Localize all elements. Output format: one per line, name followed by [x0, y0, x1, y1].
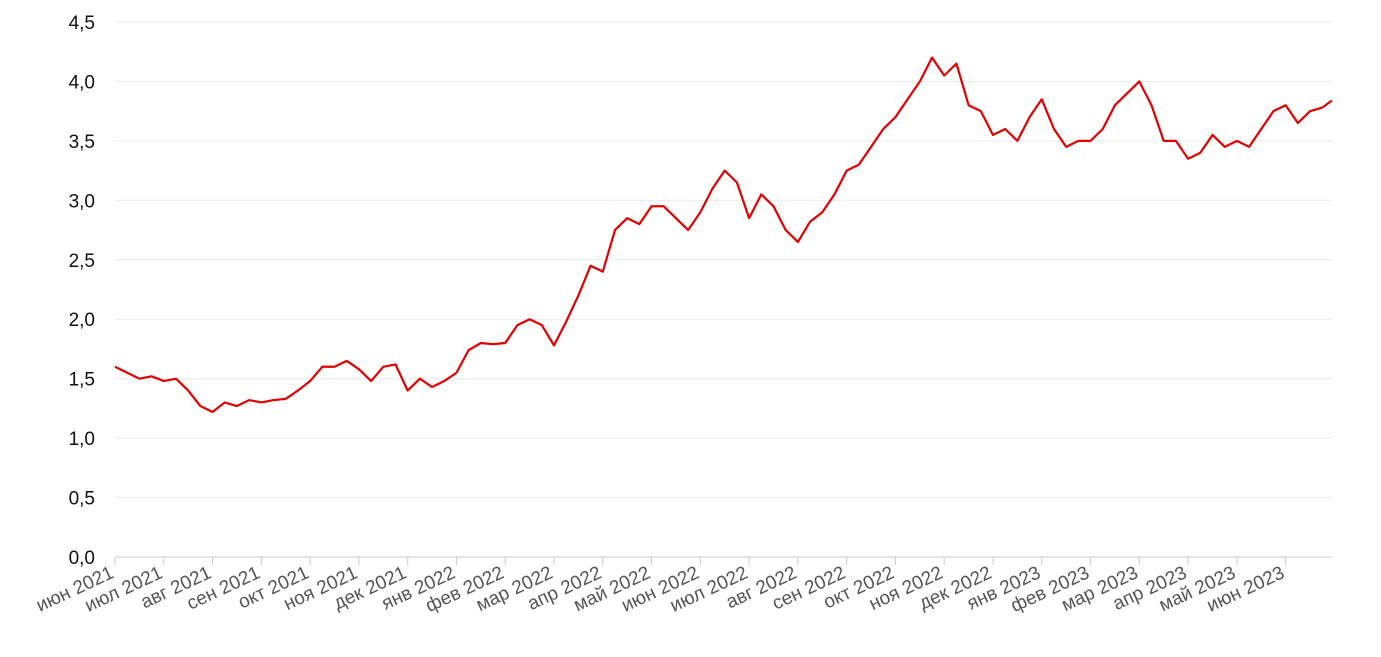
y-tick-label: 4,5: [69, 13, 95, 34]
y-tick-label: 0,5: [69, 489, 95, 510]
y-tick-label: 3,5: [69, 132, 95, 153]
y-tick-label: 4,0: [69, 72, 95, 93]
y-tick-label: 1,5: [69, 370, 95, 391]
y-tick-label: 1,0: [69, 429, 95, 450]
y-tick-label: 2,0: [69, 310, 95, 331]
y-tick-label: 2,5: [69, 251, 95, 272]
line-series: [114, 56, 1333, 414]
y-tick-label: 0,0: [69, 548, 95, 569]
y-tick-label: 3,0: [69, 191, 95, 212]
